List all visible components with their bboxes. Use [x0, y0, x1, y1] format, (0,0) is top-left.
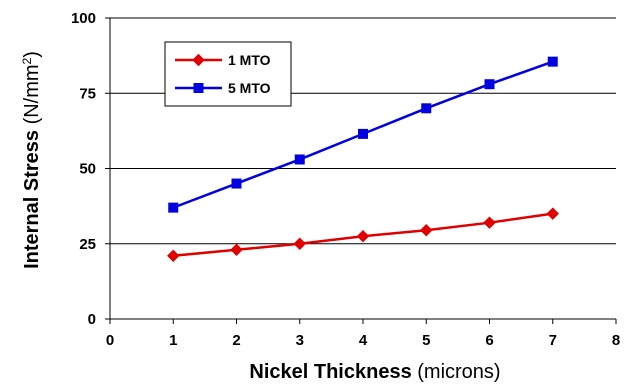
x-tick-label: 7 [549, 332, 557, 349]
legend-label-5-mto: 5 MTO [228, 80, 271, 96]
data-point-1-mto [230, 243, 243, 256]
y-tick-label: 100 [71, 10, 96, 27]
legend-item-1-mto: 1 MTO [175, 52, 271, 68]
data-point-5-mto [484, 79, 495, 90]
data-point-1-mto [546, 207, 559, 220]
data-point-1-mto [293, 237, 306, 250]
legend: 1 MTO 5 MTO [164, 41, 292, 107]
data-point-5-mto [168, 202, 179, 213]
x-axis-title-main: Nickel Thickness [249, 361, 411, 383]
axes [105, 17, 617, 324]
x-tick-label: 1 [169, 332, 177, 349]
series-5-mto [168, 56, 558, 213]
data-point-5-mto [294, 154, 305, 165]
x-tick-label: 4 [359, 332, 368, 349]
x-axis-title-unit: (microns) [412, 361, 501, 383]
x-tick-label: 3 [296, 332, 304, 349]
x-tick-label: 0 [106, 332, 114, 349]
data-point-1-mto [356, 230, 370, 243]
data-point-1-mto [167, 249, 180, 262]
legend-marker-5-mto [193, 83, 204, 93]
data-point-5-mto [421, 103, 432, 114]
data-point-1-mto [420, 223, 433, 237]
legend-item-5-mto: 5 MTO [175, 80, 271, 96]
data-point-5-mto [231, 178, 242, 189]
x-axis-title: Nickel Thickness (microns) [249, 361, 500, 383]
x-tick-label: 2 [232, 332, 240, 349]
y-tick-label: 0 [88, 311, 96, 328]
data-point-5-mto [547, 56, 558, 67]
data-point-5-mto [358, 128, 368, 139]
legend-box [164, 41, 292, 107]
x-tick-label: 5 [422, 332, 430, 349]
x-tick-label: 6 [485, 332, 493, 349]
y-axis-title-main: Internal Stress [21, 130, 43, 269]
legend-label-1-mto: 1 MTO [228, 52, 271, 68]
x-tick-label: 8 [612, 332, 620, 349]
x-tick-labels: 0 1 2 3 4 5 6 7 8 [106, 332, 620, 349]
y-axis-title: Internal Stress (N/mm2) [20, 51, 43, 269]
y-axis-title-unit-sup: 2 [20, 57, 34, 64]
y-tick-label: 25 [79, 236, 96, 253]
y-axis-title-unit-post: ) [21, 51, 43, 58]
y-tick-label: 50 [79, 161, 96, 178]
y-tick-label: 75 [79, 85, 96, 102]
series-group [167, 56, 559, 262]
series-1-mto [167, 207, 559, 262]
data-point-1-mto [483, 216, 496, 229]
y-axis-title-unit-pre: (N/mm [21, 64, 43, 130]
legend-marker-1-mto [192, 53, 205, 67]
y-tick-labels: 0 25 50 75 100 [71, 10, 96, 328]
